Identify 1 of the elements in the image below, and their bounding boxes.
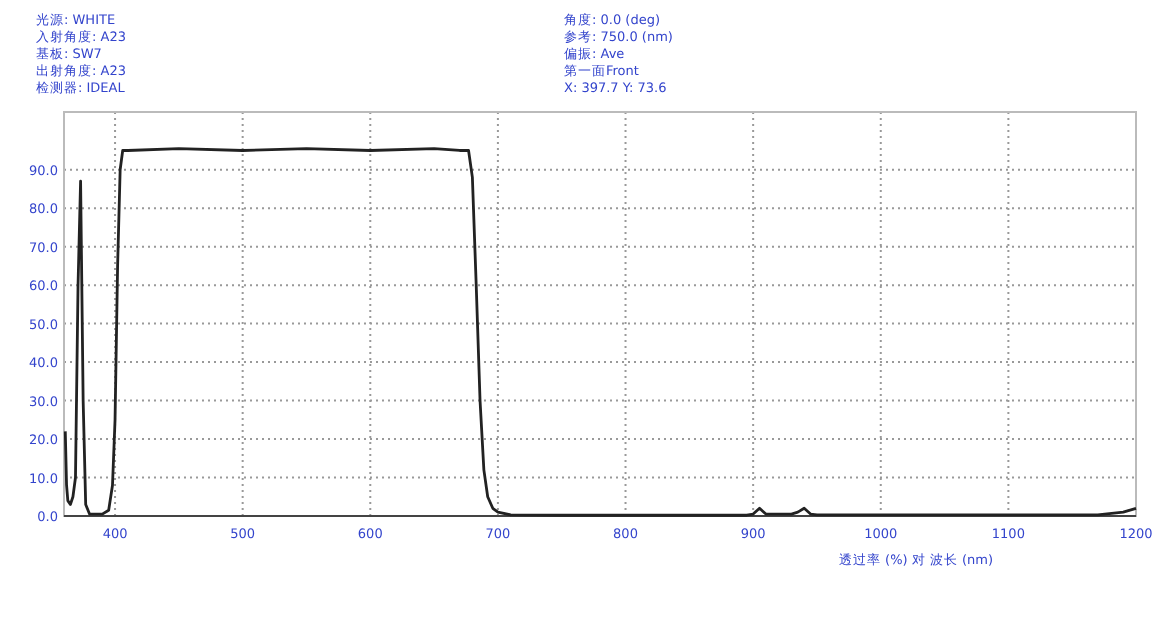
line-series	[63, 147, 1138, 517]
